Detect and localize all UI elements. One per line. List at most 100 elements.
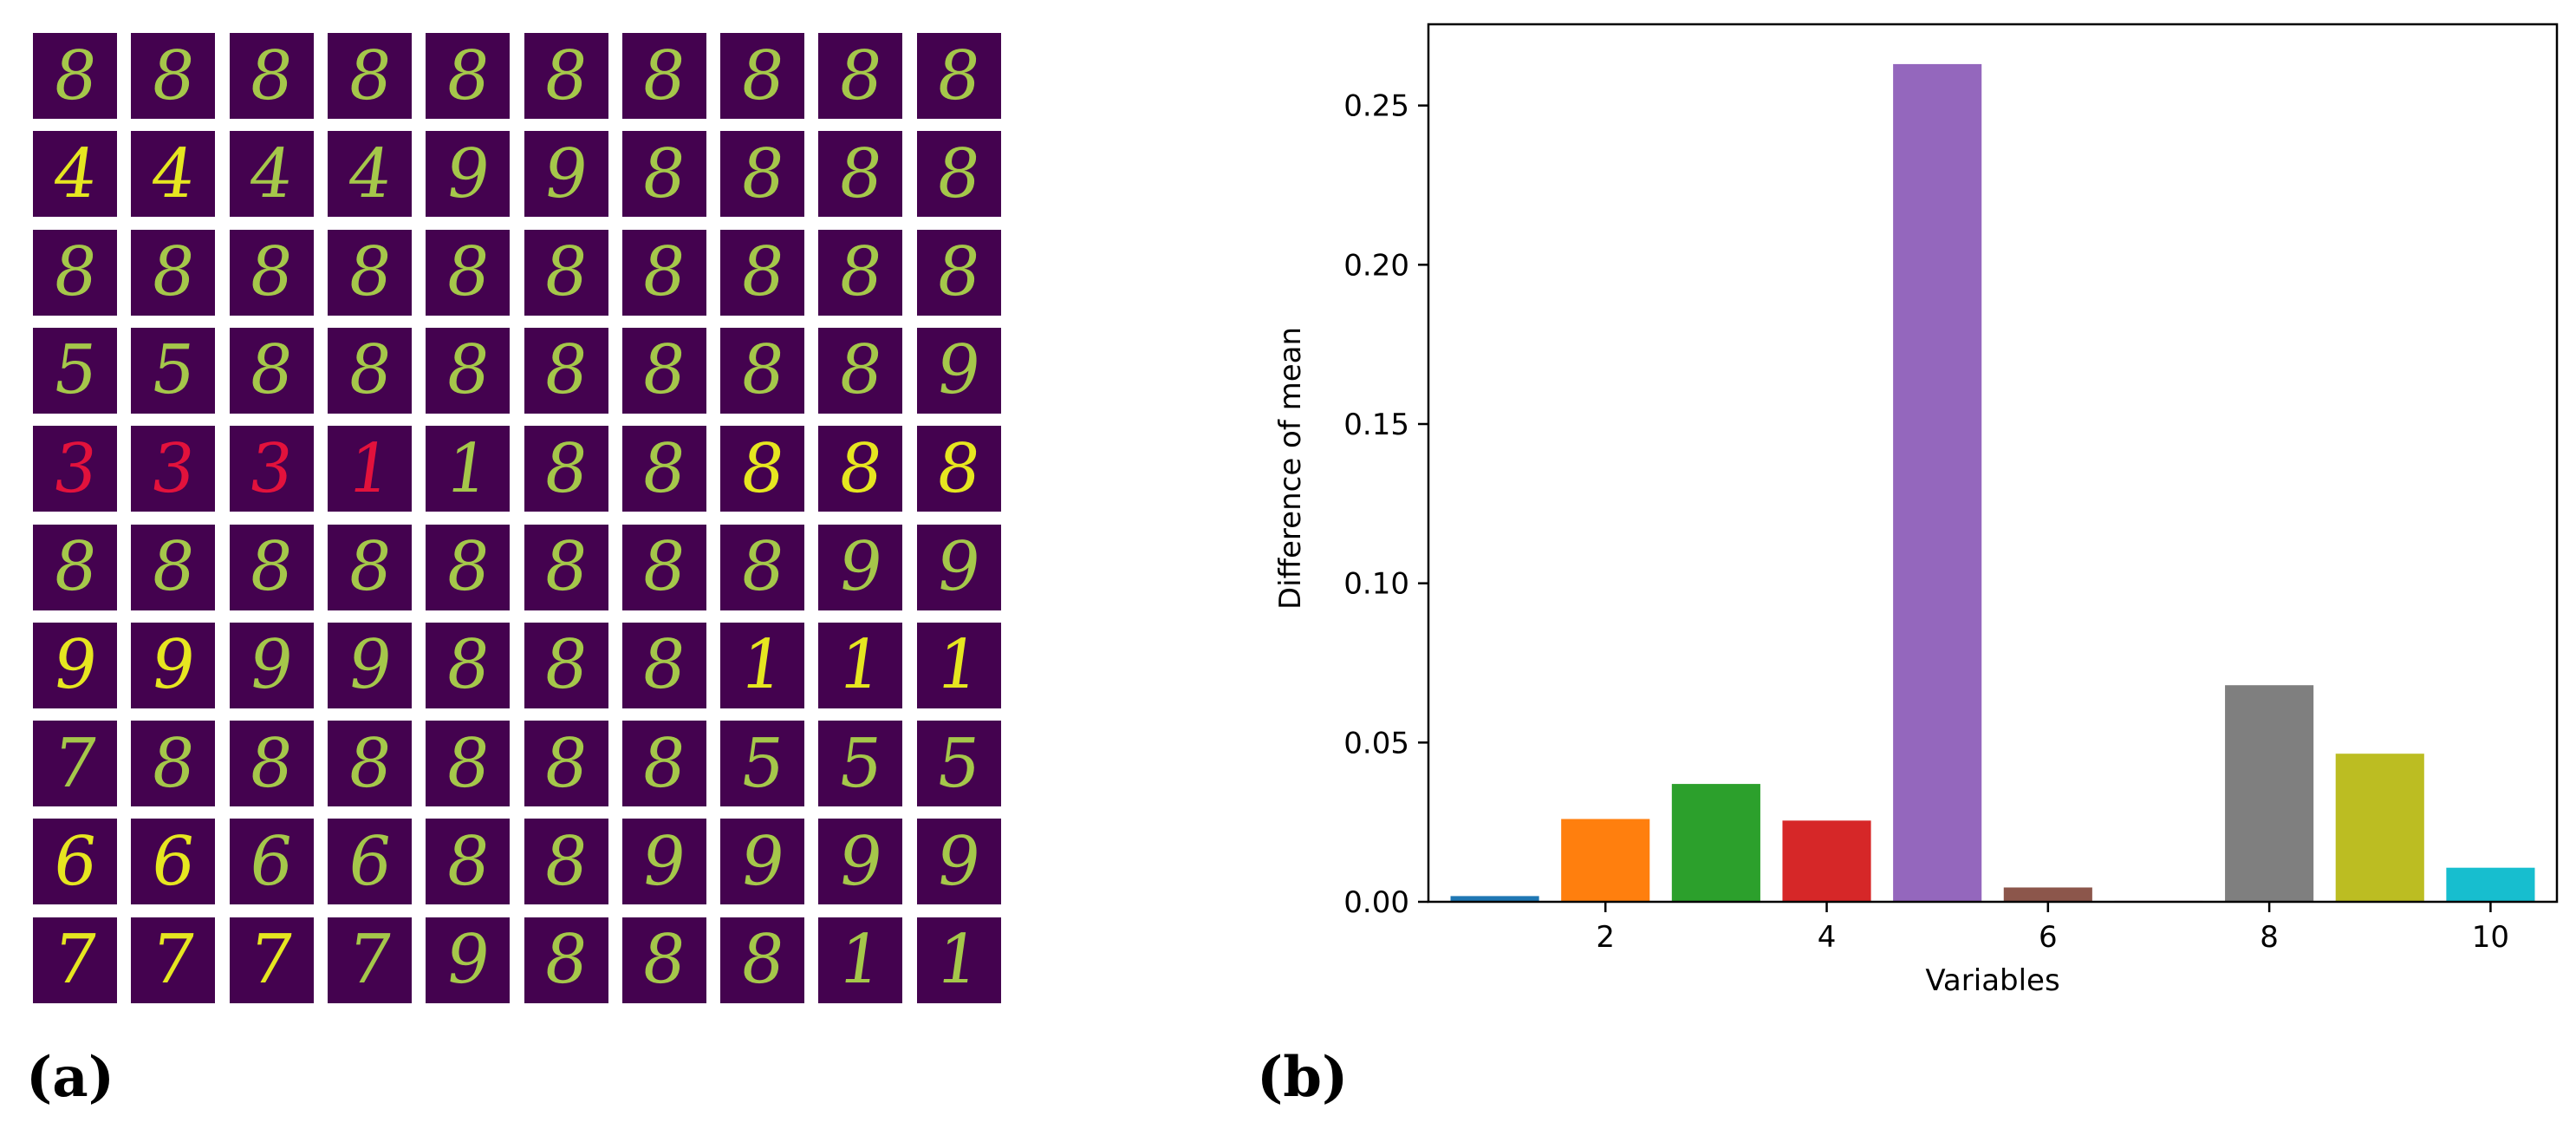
digit-glyph: 8 <box>342 724 397 803</box>
x-tick-label: 2 <box>1596 920 1615 955</box>
digit-glyph: 8 <box>735 921 790 1000</box>
x-tick-label: 10 <box>2472 920 2509 955</box>
digit-image-cell: 8 <box>818 229 903 316</box>
digit-image-cell: 1 <box>818 917 903 1003</box>
digit-glyph: 8 <box>735 36 790 115</box>
digit-image-cell: 8 <box>327 327 412 414</box>
digit-glyph: 1 <box>440 429 495 508</box>
digit-image-cell: 8 <box>720 327 805 414</box>
digit-glyph: 8 <box>637 921 692 1000</box>
digit-glyph: 8 <box>48 36 102 115</box>
digit-glyph: 3 <box>48 429 102 508</box>
digit-glyph: 8 <box>735 233 790 312</box>
digit-image-cell: 8 <box>33 229 117 316</box>
plot-frame <box>1427 23 2559 904</box>
digit-image-cell: 8 <box>720 426 805 512</box>
digit-glyph: 6 <box>342 822 397 901</box>
digit-image-cell: 8 <box>426 721 511 807</box>
digit-glyph: 4 <box>342 134 397 213</box>
digit-glyph: 9 <box>244 626 299 705</box>
digit-glyph: 9 <box>538 134 594 213</box>
digit-glyph: 5 <box>146 331 200 410</box>
digit-image-cell: 8 <box>720 131 805 218</box>
x-tick-label: 6 <box>2039 920 2058 955</box>
digit-image-cell: 7 <box>327 917 412 1003</box>
digit-image-cell: 8 <box>33 33 117 119</box>
digit-image-cell: 1 <box>426 426 511 512</box>
digit-image-cell: 9 <box>524 131 608 218</box>
digit-image-cell: 8 <box>327 524 412 610</box>
digit-image-cell: 8 <box>524 524 608 610</box>
digit-image-cell: 7 <box>33 721 117 807</box>
digit-image-cell: 8 <box>524 622 608 708</box>
digit-image-cell: 9 <box>621 819 706 905</box>
bar-variable-3 <box>1671 784 1760 902</box>
digit-glyph: 8 <box>146 528 200 606</box>
digit-glyph: 5 <box>833 724 888 803</box>
digit-glyph: 8 <box>833 36 888 115</box>
digit-image-cell: 3 <box>229 426 314 512</box>
digit-glyph: 8 <box>342 528 397 606</box>
digit-glyph: 8 <box>146 36 200 115</box>
digit-glyph: 7 <box>342 921 397 1000</box>
digit-glyph: 7 <box>48 921 102 1000</box>
digit-image-cell: 9 <box>426 131 511 218</box>
digit-glyph: 8 <box>440 724 495 803</box>
digit-glyph: 8 <box>440 331 495 410</box>
digit-image-cell: 8 <box>621 131 706 218</box>
digit-image-cell: 5 <box>818 721 903 807</box>
digit-image-cell: 8 <box>426 229 511 316</box>
digit-image-cell: 8 <box>229 721 314 807</box>
y-tick-label: 0.00 <box>1343 885 1409 920</box>
digit-image-cell: 8 <box>818 327 903 414</box>
digit-glyph: 8 <box>637 724 692 803</box>
digit-image-cell: 6 <box>327 819 412 905</box>
digit-image-cell: 8 <box>916 33 1001 119</box>
x-tick-label: 4 <box>1818 920 1837 955</box>
digit-glyph: 8 <box>244 36 299 115</box>
digit-glyph: 8 <box>538 429 594 508</box>
digit-glyph: 8 <box>538 233 594 312</box>
digit-glyph: 9 <box>440 921 495 1000</box>
digit-image-cell: 8 <box>621 426 706 512</box>
digit-image-cell: 8 <box>524 917 608 1003</box>
bar-variable-4 <box>1782 820 1871 902</box>
digit-glyph: 8 <box>735 429 790 508</box>
digit-image-cell: 8 <box>720 917 805 1003</box>
digit-image-cell: 8 <box>229 327 314 414</box>
digit-glyph: 8 <box>932 233 986 312</box>
digit-glyph: 8 <box>637 626 692 705</box>
digit-glyph: 8 <box>735 134 790 213</box>
digit-image-cell: 8 <box>621 622 706 708</box>
y-tick-label: 0.10 <box>1343 567 1409 602</box>
digit-glyph: 1 <box>932 626 986 705</box>
digit-image-cell: 8 <box>621 33 706 119</box>
digit-glyph: 8 <box>833 233 888 312</box>
digit-glyph: 8 <box>440 233 495 312</box>
digit-image-cell: 8 <box>131 33 216 119</box>
digit-glyph: 8 <box>538 626 594 705</box>
digit-image-cell: 8 <box>229 229 314 316</box>
panel-b-bar-chart: 0.00 0.05 0.10 0.15 0.20 0.25 2 4 6 8 10 Variables… <box>1273 23 2559 998</box>
digit-glyph: 3 <box>244 429 299 508</box>
digit-image-cell: 8 <box>524 426 608 512</box>
digit-glyph: 8 <box>440 626 495 705</box>
digit-glyph: 4 <box>48 134 102 213</box>
digit-image-cell: 8 <box>131 721 216 807</box>
digit-image-cell: 7 <box>131 917 216 1003</box>
x-tick-label: 8 <box>2260 920 2279 955</box>
bar-variable-1 <box>1450 896 1539 902</box>
digit-glyph: 8 <box>538 822 594 901</box>
digit-glyph: 5 <box>48 331 102 410</box>
digit-image-cell: 8 <box>327 33 412 119</box>
y-axis-label: Difference of mean <box>1273 327 1308 610</box>
digit-glyph: 8 <box>538 331 594 410</box>
digit-glyph: 8 <box>440 36 495 115</box>
y-tick-label: 0.20 <box>1343 248 1409 283</box>
digit-glyph: 8 <box>932 429 986 508</box>
digit-image-cell: 8 <box>621 721 706 807</box>
digit-glyph: 9 <box>833 822 888 901</box>
digit-glyph: 8 <box>538 921 594 1000</box>
digit-glyph: 8 <box>146 233 200 312</box>
